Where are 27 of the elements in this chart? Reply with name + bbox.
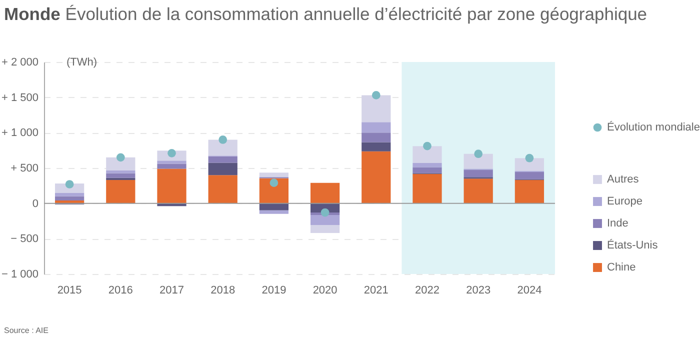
x-tick-label: 2021 <box>364 284 388 296</box>
legend-label: États-Unis <box>607 238 658 252</box>
y-tick-label: − 1 000 <box>1 268 38 280</box>
legend-label: Europe <box>607 196 642 208</box>
x-tick-label: 2022 <box>415 284 440 296</box>
legend-label: Chine <box>607 262 636 274</box>
source-note: Source : AIE <box>4 326 48 335</box>
x-tick-label: 2024 <box>517 284 542 296</box>
legend-label: Évolution mondiale <box>607 120 700 134</box>
chart-title: Monde <box>4 4 60 24</box>
y-tick-label: + 2 000 <box>1 56 38 68</box>
legend-label: Inde <box>607 218 628 230</box>
y-axis-title: (TWh) <box>66 56 98 68</box>
legend-label: Autres <box>607 174 640 186</box>
x-tick-label: 2019 <box>262 284 286 296</box>
y-tick-label: + 500 <box>10 162 38 174</box>
x-tick-label: 2023 <box>466 284 491 296</box>
x-tick-label: 2018 <box>210 284 236 296</box>
x-tick-label: 2015 <box>57 284 82 296</box>
y-tick-label: − 500 <box>10 233 38 246</box>
x-tick-label: 2017 <box>160 284 184 296</box>
y-tick-label: + 1 500 <box>1 92 38 104</box>
chart-subtitle: Évolution de la consommation annuelle d’électricité par zone géographique <box>65 4 648 24</box>
x-tick-label: 2016 <box>108 284 133 296</box>
y-tick-label: 0 <box>32 198 38 210</box>
y-tick-label: + 1 000 <box>1 127 38 140</box>
x-tick-label: 2020 <box>312 284 338 296</box>
